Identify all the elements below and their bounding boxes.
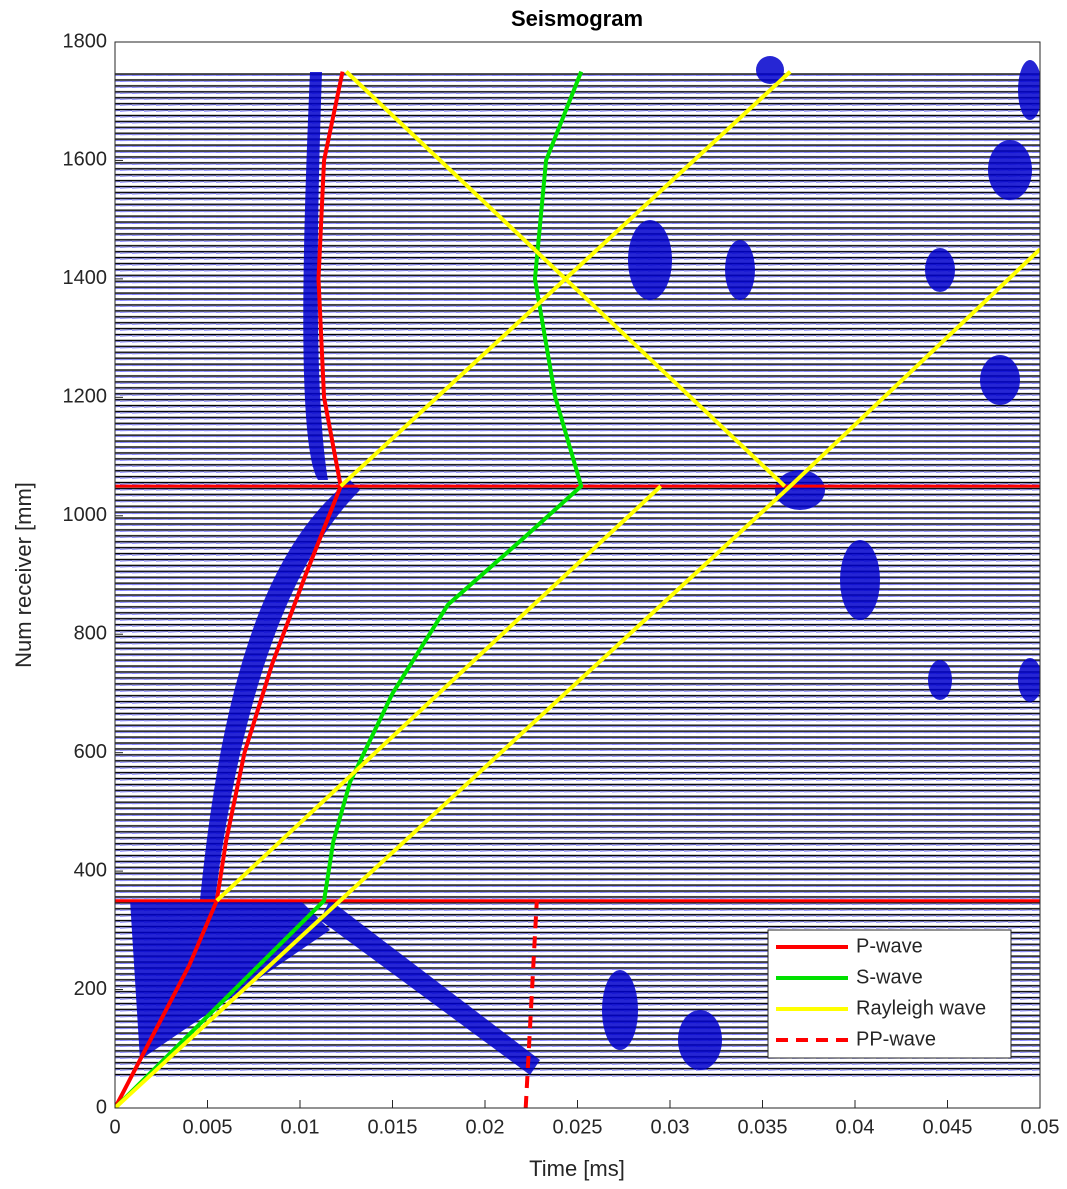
data-layer [115,70,1040,1108]
series-line [115,70,584,1108]
y-tick-label: 1200 [63,386,108,408]
legend-label: P-wave [856,935,923,957]
legend-label: S-wave [856,966,923,988]
y-tick-label: 1600 [63,149,108,171]
seismic-traces [115,56,1040,1079]
chart-title: Seismogram [511,6,643,31]
y-tick-label: 200 [74,978,107,1000]
legend: P-wave S-wave Rayleigh wave PP-wave [767,929,1012,1059]
x-tick-label: 0.025 [552,1116,602,1138]
x-tick-label: 0.01 [281,1116,320,1138]
series-line [115,71,345,1108]
tick-layer: 0 0.005 0.01 0.015 0.02 0.025 0.03 0.035 0.04 0.0… [63,30,1060,1138]
y-tick-label: 1000 [63,504,108,526]
legend-label: PP-wave [856,1028,936,1050]
y-tick-label: 400 [74,859,107,881]
y-tick-label: 1400 [63,267,108,289]
series-line [115,70,1040,1108]
legend-box [767,929,1012,1059]
x-tick-label: 0.02 [466,1116,505,1138]
x-tick-label: 0.015 [367,1116,417,1138]
x-tick-label: 0.04 [836,1116,875,1138]
y-tick-label: 600 [74,741,107,763]
y-tick-label: 0 [96,1096,107,1118]
y-axis-label: Num receiver [mm] [11,482,36,668]
x-tick-label: 0 [109,1116,120,1138]
x-tick-label: 0.005 [182,1116,232,1138]
x-axis-label: Time [ms] [529,1156,625,1181]
x-tick-label: 0.05 [1021,1116,1060,1138]
legend-label: Rayleigh wave [856,997,986,1019]
x-tick-label: 0.03 [651,1116,690,1138]
series-line [523,900,539,1108]
x-tick-label: 0.035 [737,1116,787,1138]
x-tick-label: 0.045 [922,1116,972,1138]
wave-blobs [130,56,1040,1075]
y-tick-label: 800 [74,623,107,645]
y-tick-label: 1800 [63,30,108,52]
